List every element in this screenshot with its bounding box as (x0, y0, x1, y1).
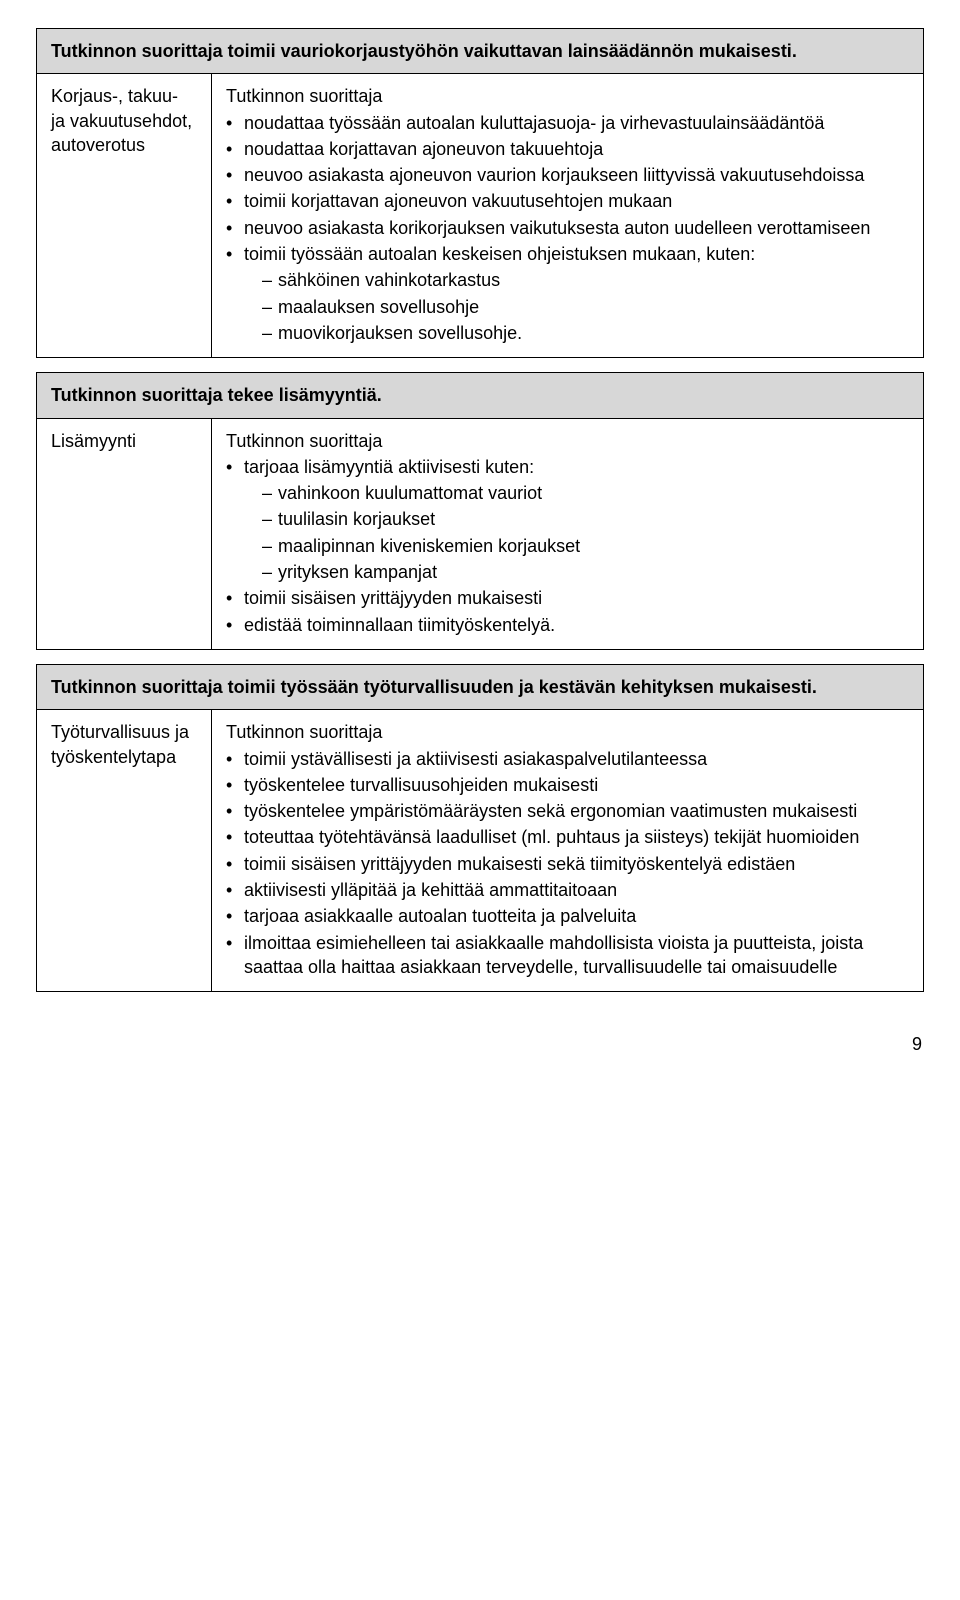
section-content: Tutkinnon suorittaja toimii ystävällises… (212, 710, 924, 992)
dash-item: muovikorjauksen sovellusohje. (244, 321, 909, 345)
bullet-item: tarjoaa asiakkaalle autoalan tuotteita j… (226, 904, 909, 928)
bullet-text: tarjoaa lisämyyntiä aktiivisesti kuten: (244, 457, 534, 477)
bullet-item: toimii ystävällisesti ja aktiivisesti as… (226, 747, 909, 771)
section-table-1: Tutkinnon suorittaja toimii vauriokorjau… (36, 28, 924, 358)
bullet-item: noudattaa korjattavan ajoneuvon takuueht… (226, 137, 909, 161)
bullet-item: tarjoaa lisämyyntiä aktiivisesti kuten: … (226, 455, 909, 584)
bullet-item: toimii työssään autoalan keskeisen ohjei… (226, 242, 909, 345)
dash-item: vahinkoon kuulumattomat vauriot (244, 481, 909, 505)
bullet-item: edistää toiminnallaan tiimityöskentelyä. (226, 613, 909, 637)
section-label: Lisämyynti (37, 418, 212, 649)
bullet-item: toimii sisäisen yrittäjyyden mukaisesti … (226, 852, 909, 876)
bullet-item: toteuttaa työtehtävänsä laadulliset (ml.… (226, 825, 909, 849)
dash-item: maalauksen sovellusohje (244, 295, 909, 319)
bullet-item: ilmoittaa esimiehelleen tai asiakkaalle … (226, 931, 909, 980)
bullet-item: työskentelee ympäristömääräysten sekä er… (226, 799, 909, 823)
bullet-item: neuvoo asiakasta korikorjauksen vaikutuk… (226, 216, 909, 240)
section-header: Tutkinnon suorittaja toimii vauriokorjau… (37, 29, 924, 74)
dash-item: sähköinen vahinkotarkastus (244, 268, 909, 292)
dash-list: vahinkoon kuulumattomat vauriot tuulilas… (244, 481, 909, 584)
bullet-item: aktiivisesti ylläpitää ja kehittää ammat… (226, 878, 909, 902)
section-label: Työturvallisuus ja työskentelytapa (37, 710, 212, 992)
bullet-item: noudattaa työssään autoalan kuluttajasuo… (226, 111, 909, 135)
bullet-item: toimii korjattavan ajoneuvon vakuutuseht… (226, 189, 909, 213)
content-subhead: Tutkinnon suorittaja (226, 429, 909, 453)
bullet-item: työskentelee turvallisuusohjeiden mukais… (226, 773, 909, 797)
section-content: Tutkinnon suorittaja tarjoaa lisämyyntiä… (212, 418, 924, 649)
section-table-3: Tutkinnon suorittaja toimii työssään työ… (36, 664, 924, 992)
bullet-list: toimii ystävällisesti ja aktiivisesti as… (226, 747, 909, 980)
dash-list: sähköinen vahinkotarkastus maalauksen so… (244, 268, 909, 345)
content-subhead: Tutkinnon suorittaja (226, 720, 909, 744)
section-content: Tutkinnon suorittaja noudattaa työssään … (212, 74, 924, 358)
section-header: Tutkinnon suorittaja toimii työssään työ… (37, 664, 924, 709)
dash-item: maalipinnan kiveniskemien korjaukset (244, 534, 909, 558)
content-subhead: Tutkinnon suorittaja (226, 84, 909, 108)
bullet-list: tarjoaa lisämyyntiä aktiivisesti kuten: … (226, 455, 909, 637)
section-table-2: Tutkinnon suorittaja tekee lisämyyntiä. … (36, 372, 924, 650)
dash-item: tuulilasin korjaukset (244, 507, 909, 531)
dash-item: yrityksen kampanjat (244, 560, 909, 584)
bullet-text: toimii työssään autoalan keskeisen ohjei… (244, 244, 755, 264)
section-label: Korjaus-, takuu- ja vakuutusehdot, autov… (37, 74, 212, 358)
bullet-item: toimii sisäisen yrittäjyyden mukaisesti (226, 586, 909, 610)
bullet-list: noudattaa työssään autoalan kuluttajasuo… (226, 111, 909, 346)
bullet-item: neuvoo asiakasta ajoneuvon vaurion korja… (226, 163, 909, 187)
page-number: 9 (36, 1032, 924, 1056)
section-header: Tutkinnon suorittaja tekee lisämyyntiä. (37, 373, 924, 418)
